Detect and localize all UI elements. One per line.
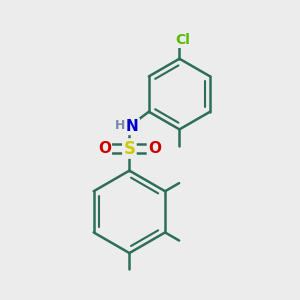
Text: O: O (98, 141, 111, 156)
Text: H: H (115, 119, 125, 132)
Text: O: O (148, 141, 161, 156)
Text: S: S (123, 140, 135, 158)
Text: Cl: Cl (176, 33, 190, 47)
Text: N: N (126, 119, 139, 134)
